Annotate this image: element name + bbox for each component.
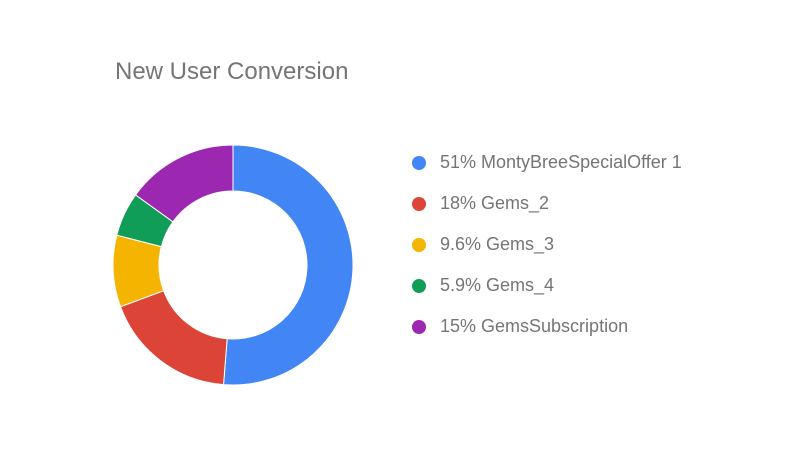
legend-swatch-4 — [412, 278, 426, 293]
chart-title: New User Conversion — [115, 58, 349, 85]
legend-item-1: 51% MontyBreeSpecialOffer 1 — [412, 142, 682, 183]
legend-swatch-5 — [412, 319, 426, 334]
legend-label-5: 15% GemsSubscription — [440, 316, 629, 336]
legend-label-2: 18% Gems_2 — [440, 193, 550, 213]
legend-swatch-2 — [412, 196, 426, 211]
legend-label-1: 51% MontyBreeSpecialOffer 1 — [440, 152, 682, 172]
legend-item-5: 15% GemsSubscription — [412, 306, 682, 347]
legend-swatch-3 — [412, 237, 426, 252]
legend-item-4: 5.9% Gems_4 — [412, 265, 682, 306]
legend-item-3: 9.6% Gems_3 — [412, 224, 682, 265]
legend-label-3: 9.6% Gems_3 — [440, 234, 555, 254]
legend-item-2: 18% Gems_2 — [412, 183, 682, 224]
donut-slice-2 — [119, 290, 228, 386]
legend-swatch-1 — [412, 155, 426, 170]
donut-slice-1 — [223, 144, 354, 386]
chart-legend: 51% MontyBreeSpecialOffer 1 18% Gems_2 9.6… — [412, 142, 682, 347]
donut-slice-5 — [134, 144, 234, 223]
legend-label-4: 5.9% Gems_4 — [440, 275, 555, 295]
